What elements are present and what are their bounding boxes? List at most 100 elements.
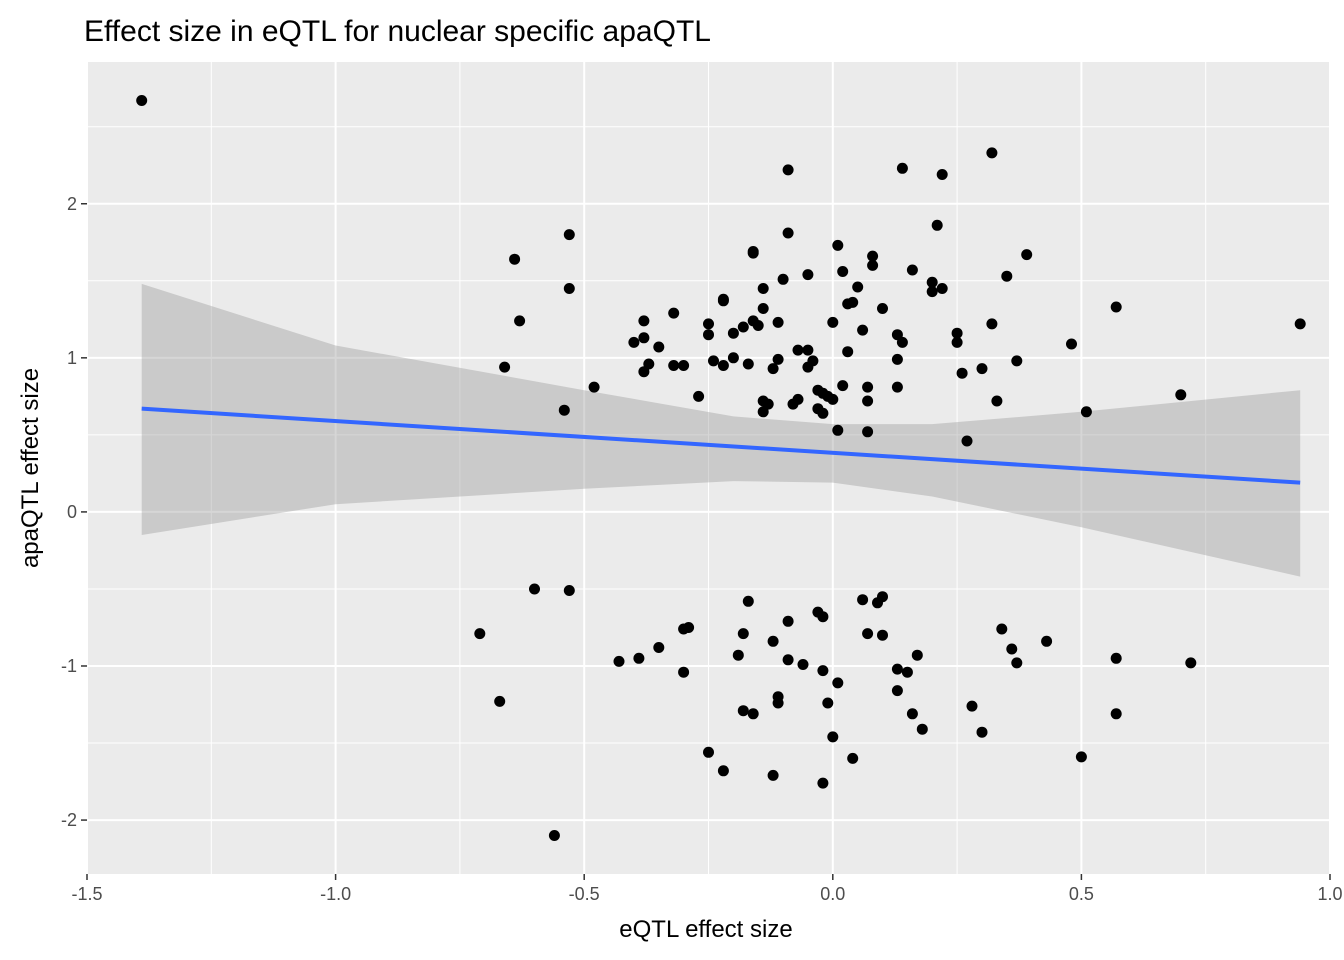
y-tick-label: 1: [67, 348, 77, 368]
data-point: [891, 381, 903, 393]
data-point: [862, 426, 874, 438]
data-point: [558, 404, 570, 416]
data-point: [1066, 338, 1077, 350]
data-point: [986, 318, 998, 330]
data-point: [857, 594, 869, 606]
data-point: [891, 685, 903, 697]
data-point: [509, 253, 521, 265]
data-point: [857, 324, 869, 336]
x-tick-label: 1.0: [1317, 884, 1342, 904]
data-point: [767, 635, 779, 647]
data-point: [747, 708, 759, 720]
data-point: [817, 777, 829, 789]
x-axis: -1.5 -1.0 -0.5 0.0 0.5 1.0: [71, 874, 1343, 904]
x-tick-label: -0.5: [569, 884, 600, 904]
data-point: [767, 769, 779, 781]
trend-line: [141, 406, 1301, 485]
data-point: [966, 700, 978, 712]
data-point: [529, 583, 540, 595]
data-point: [762, 398, 774, 410]
data-point: [693, 390, 705, 402]
data-point: [827, 316, 839, 328]
data-point: [1041, 635, 1053, 647]
data-point: [1110, 652, 1122, 664]
data-point: [668, 307, 680, 319]
data-point: [1110, 301, 1122, 313]
x-tick-label: 0.5: [1069, 884, 1094, 904]
data-point: [703, 318, 714, 330]
data-point: [802, 344, 814, 356]
data-point: [817, 407, 829, 419]
data-point: [732, 649, 744, 661]
data-point: [1011, 657, 1023, 669]
data-point: [777, 273, 789, 285]
data-point: [474, 628, 486, 640]
data-point: [926, 286, 938, 298]
data-point: [837, 380, 849, 392]
data-point: [1001, 270, 1013, 282]
y-axis-title: apaQTL effect size: [17, 368, 44, 568]
data-point: [703, 329, 714, 341]
data-point: [563, 283, 575, 294]
data-point: [951, 336, 963, 348]
data-point: [563, 229, 575, 241]
data-point: [772, 316, 784, 328]
data-point: [563, 585, 575, 596]
data-point: [1075, 751, 1087, 763]
data-point: [633, 652, 645, 664]
data-point: [136, 95, 148, 106]
data-point: [976, 363, 988, 375]
data-point: [867, 259, 879, 271]
data-point: [588, 381, 600, 393]
data-point: [1080, 406, 1092, 418]
data-point: [782, 164, 794, 176]
data-point: [1011, 355, 1023, 367]
y-tick-label: -1: [61, 656, 77, 676]
data-point: [628, 336, 640, 348]
data-point: [772, 353, 784, 365]
data-point: [931, 219, 943, 231]
data-point: [862, 395, 874, 407]
data-point: [906, 264, 918, 276]
data-point: [737, 705, 749, 717]
data-point: [792, 393, 804, 405]
data-point: [802, 269, 814, 281]
data-point: [926, 276, 938, 288]
data-point: [817, 611, 829, 623]
data-point: [752, 320, 764, 331]
data-point: [862, 628, 874, 640]
x-tick-label: -1.5: [71, 884, 102, 904]
data-point: [499, 361, 511, 373]
data-point: [797, 659, 809, 670]
data-point: [911, 649, 923, 661]
data-point: [613, 655, 625, 667]
data-point: [976, 726, 988, 738]
data-point: [772, 697, 784, 709]
data-point: [1175, 389, 1187, 401]
data-point: [643, 358, 655, 370]
data-point: [747, 246, 759, 257]
data-point: [668, 360, 680, 371]
data-point: [638, 332, 650, 344]
data-point: [877, 591, 888, 603]
data-point: [896, 336, 908, 348]
y-tick-label: -2: [61, 810, 77, 830]
data-point: [832, 424, 844, 436]
data-point: [737, 628, 749, 640]
data-point: [727, 327, 739, 339]
data-point: [742, 358, 754, 370]
x-tick-label: 0.0: [820, 884, 845, 904]
data-point: [837, 266, 849, 277]
data-point: [827, 731, 839, 743]
data-point: [1006, 643, 1018, 655]
data-point: [862, 381, 874, 393]
data-point: [852, 281, 864, 293]
data-point: [742, 595, 754, 607]
minor-gridlines: [87, 62, 1330, 874]
data-point: [548, 830, 560, 841]
data-point: [877, 629, 888, 641]
chart-title: Effect size in eQTL for nuclear specific…: [84, 15, 711, 48]
data-point: [951, 327, 963, 339]
data-point: [678, 360, 690, 371]
data-point: [638, 315, 650, 327]
